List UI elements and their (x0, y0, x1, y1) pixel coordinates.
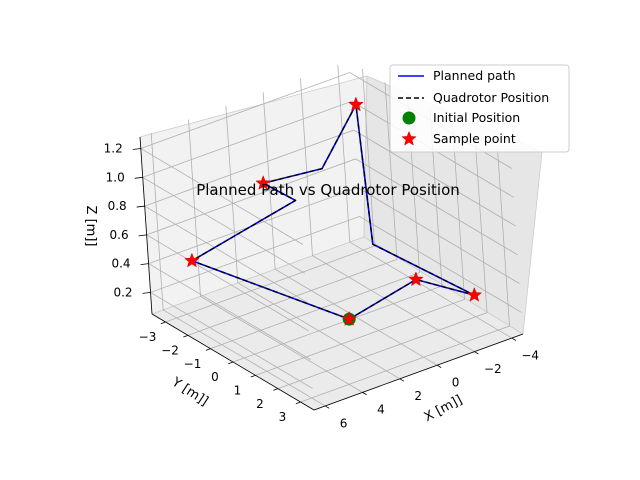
chart-title: Planned Path vs Quadrotor Position (196, 181, 460, 199)
z-tick-label: 0.8 (108, 199, 127, 213)
legend-sample-point-swatch (401, 130, 417, 146)
z-tick-label: 0.6 (110, 228, 129, 242)
x-tick-label: 0 (452, 376, 460, 390)
legend-initial-position-swatch (402, 111, 416, 125)
x-tick-mark (511, 337, 517, 341)
z-tick-mark (134, 176, 143, 179)
y-tick-label: −2 (161, 343, 179, 357)
y-tick-mark (273, 388, 279, 391)
x-tick-mark (399, 378, 405, 382)
legend-planned-path-label: Planned path (433, 68, 516, 83)
y-tick-mark (228, 361, 234, 365)
sample-point-marker (341, 310, 357, 326)
x-grid-line (188, 119, 363, 393)
y-grid-line (210, 95, 420, 350)
z-tick-label: 1.0 (106, 170, 125, 184)
x-tick-label: 6 (340, 416, 348, 430)
y-tick-mark (183, 334, 189, 338)
x-grid-line (337, 65, 513, 339)
y-grid-line (300, 148, 510, 403)
z-tick-mark (142, 292, 151, 294)
z-grid-line (149, 215, 522, 389)
y-tick-mark (160, 321, 166, 325)
sample-point-marker (255, 175, 271, 190)
z-axis-label: Z [m]] (83, 206, 98, 247)
x-tick-label: 4 (377, 403, 385, 417)
y-grid-line (277, 135, 488, 390)
grid-lines (139, 65, 522, 407)
z-tick-mark (138, 234, 147, 237)
y-tick-label: 3 (279, 410, 287, 424)
legend-initial-position-label: Initial Position (433, 110, 520, 125)
z-tick-mark (136, 205, 145, 208)
sample-point-marker (466, 286, 483, 302)
z-tick-label: 0.4 (111, 257, 130, 271)
data-series (184, 96, 483, 326)
z-tick-label: 1.2 (104, 142, 123, 156)
x-tick-label: −4 (521, 348, 539, 362)
x-grid-line (262, 92, 438, 366)
y-tick-label: 2 (256, 397, 264, 411)
x-grid-line (225, 105, 401, 380)
z-tick-label: 0.2 (113, 285, 132, 299)
z-axis-line (139, 136, 153, 315)
x-axis-line (313, 333, 524, 411)
quadrotor-position-line (191, 104, 476, 320)
legend-box (389, 64, 570, 153)
x-tick-label: 2 (414, 389, 422, 403)
x-tick-label: −2 (484, 362, 502, 376)
z-tick-mark (132, 148, 141, 150)
y-tick-label: 1 (234, 383, 242, 397)
y-axis-line (151, 313, 315, 411)
z-grid-line (143, 129, 516, 303)
y-tick-label: 0 (211, 370, 219, 384)
y-tick-mark (295, 401, 301, 405)
x-tick-mark (324, 405, 330, 409)
legend-quadrotor-position-label: Quadrotor Position (433, 90, 549, 105)
y-grid-line (187, 82, 398, 336)
legend: Planned path Quadrotor Position Initial … (389, 64, 570, 153)
y-tick-mark (205, 348, 211, 351)
sample-point-marker (348, 96, 364, 112)
sample-point-marker (408, 271, 424, 287)
z-tick-mark (140, 263, 149, 266)
z-grid-line (145, 158, 518, 332)
x-tick-mark (474, 351, 479, 355)
legend-sample-point-label: Sample point (433, 131, 516, 146)
x-grid-line (150, 132, 326, 407)
x-grid-line (300, 78, 475, 352)
y-tick-label: −1 (184, 357, 202, 371)
x-tick-mark (436, 364, 442, 368)
y-grid-line (165, 68, 375, 323)
x-tick-mark (362, 392, 367, 396)
sample-point-marker (184, 252, 200, 268)
y-tick-label: −3 (139, 330, 157, 344)
y-tick-mark (250, 374, 256, 378)
y-grid-line (255, 122, 465, 376)
